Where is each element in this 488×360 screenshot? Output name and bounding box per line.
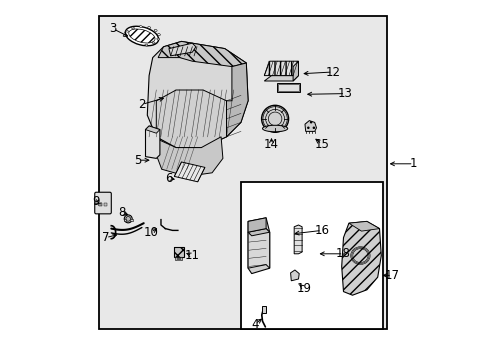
Text: H: H [98,202,102,207]
Ellipse shape [157,33,160,36]
Text: 2: 2 [138,98,145,111]
Polygon shape [145,126,160,133]
FancyBboxPatch shape [95,192,111,214]
Polygon shape [247,229,269,268]
Polygon shape [145,126,160,158]
Text: 11: 11 [184,249,200,262]
Ellipse shape [144,44,147,46]
Ellipse shape [125,217,130,221]
Bar [177,257,179,260]
Text: 8: 8 [118,206,125,219]
Polygon shape [247,218,269,274]
Bar [99,203,102,206]
Text: 15: 15 [314,138,328,150]
Polygon shape [156,90,226,148]
Bar [262,306,265,313]
Text: 10: 10 [143,226,158,239]
Polygon shape [156,137,223,176]
Text: 12: 12 [325,66,340,78]
Bar [175,257,177,260]
Polygon shape [292,61,298,81]
Polygon shape [247,218,265,232]
Bar [130,219,133,221]
Bar [123,219,126,221]
Polygon shape [348,221,379,231]
Text: 5: 5 [134,154,142,167]
Text: 3: 3 [109,22,117,35]
Ellipse shape [261,105,288,132]
Polygon shape [147,41,247,148]
Ellipse shape [123,35,126,36]
Bar [276,83,300,92]
Ellipse shape [147,27,150,28]
Bar [174,247,184,257]
Bar [103,203,107,206]
Ellipse shape [125,26,158,46]
Text: 9: 9 [92,195,100,208]
Bar [99,16,386,329]
Ellipse shape [154,30,157,31]
Polygon shape [264,61,298,76]
Polygon shape [264,76,298,81]
Polygon shape [174,162,204,182]
Ellipse shape [262,125,287,132]
Bar [174,247,184,257]
Ellipse shape [131,27,134,29]
Text: 1: 1 [409,157,417,170]
Ellipse shape [125,30,128,32]
Polygon shape [168,43,196,56]
Text: 4: 4 [251,318,259,330]
Polygon shape [158,41,246,67]
Ellipse shape [152,42,155,44]
Text: 13: 13 [337,87,352,100]
Ellipse shape [128,29,155,43]
Bar [277,84,299,91]
Polygon shape [341,221,381,295]
Ellipse shape [124,215,132,223]
Text: 14: 14 [264,138,279,150]
Text: 6: 6 [165,172,172,185]
Text: 19: 19 [296,282,311,294]
Text: 17: 17 [384,269,399,282]
Polygon shape [305,121,316,131]
Ellipse shape [139,26,142,28]
Polygon shape [290,270,299,281]
Polygon shape [226,63,247,137]
Polygon shape [247,229,269,236]
Ellipse shape [157,38,159,40]
Text: 16: 16 [314,224,329,237]
Text: 7: 7 [102,231,109,244]
Bar [180,257,182,260]
Text: 18: 18 [335,247,350,260]
Polygon shape [294,225,302,254]
Bar [241,182,382,329]
